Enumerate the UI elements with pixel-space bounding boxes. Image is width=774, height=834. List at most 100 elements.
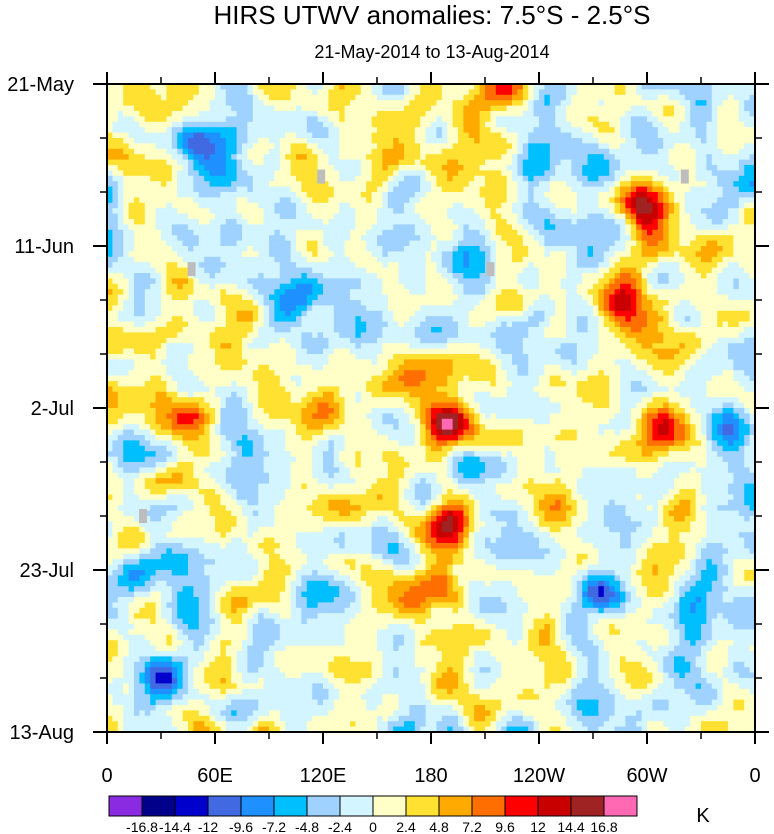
field-cell [571, 94, 578, 101]
field-cell [620, 192, 626, 198]
field-cell [528, 192, 535, 198]
field-cell [506, 208, 513, 215]
field-cell [404, 229, 410, 236]
field-cell [107, 154, 113, 161]
chart-title: HIRS UTWV anomalies: 7.5°S - 2.5°S [214, 0, 651, 30]
field-cell [204, 219, 211, 225]
field-cell [404, 175, 410, 182]
field-cell [587, 121, 594, 128]
field-cell [252, 181, 259, 188]
field-cell [474, 267, 481, 274]
field-cell [236, 116, 243, 123]
field-cell [139, 116, 146, 123]
field-cell [220, 181, 227, 188]
field-cell [204, 175, 211, 182]
field-cell [285, 283, 292, 290]
field-cell [582, 127, 589, 134]
field-cell [355, 154, 362, 161]
field-cell [198, 159, 205, 166]
field-cell [674, 127, 680, 134]
field-cell [641, 111, 648, 117]
field-cell [404, 186, 410, 193]
field-cell [722, 251, 729, 258]
field-cell [144, 305, 151, 312]
field-cell [404, 159, 410, 166]
field-cell [306, 192, 313, 198]
field-cell [258, 154, 265, 161]
field-cell [728, 273, 734, 279]
field-cell [701, 175, 707, 182]
field-cell [269, 256, 275, 263]
field-cell [593, 165, 599, 171]
field-cell [215, 127, 221, 134]
field-cell [285, 186, 292, 193]
field-cell [393, 246, 400, 252]
field-cell [695, 224, 702, 231]
field-cell [150, 256, 157, 263]
field-cell [636, 127, 643, 134]
field-cell [155, 213, 162, 220]
field-cell [269, 283, 275, 290]
field-cell [512, 154, 518, 161]
field-cell [447, 192, 454, 198]
field-cell [479, 246, 486, 252]
field-cell [360, 294, 367, 301]
field-cell [198, 267, 205, 274]
field-cell [490, 240, 497, 247]
field-cell [377, 256, 383, 263]
field-cell [706, 219, 713, 225]
field-cell [447, 251, 454, 258]
field-cell [398, 159, 405, 166]
field-cell [598, 300, 605, 306]
field-cell [333, 170, 340, 177]
field-cell [625, 175, 632, 182]
field-cell [517, 94, 524, 101]
field-cell [533, 202, 540, 209]
field-cell [711, 213, 718, 220]
field-cell [501, 251, 508, 258]
field-cell [188, 305, 194, 312]
field-cell [603, 208, 610, 215]
field-cell [636, 240, 643, 247]
field-cell [161, 246, 167, 252]
field-cell [409, 116, 416, 123]
field-cell [290, 208, 297, 215]
field-cell [609, 116, 616, 123]
field-cell [695, 175, 702, 182]
field-cell [582, 246, 589, 252]
field-cell [177, 197, 184, 204]
field-cell [679, 229, 686, 236]
field-cell [517, 127, 524, 134]
field-cell [377, 294, 383, 301]
field-cell [533, 240, 540, 247]
field-cell [512, 170, 518, 177]
field-cell [474, 132, 481, 139]
field-cell [215, 251, 221, 258]
field-cell [193, 224, 200, 231]
field-cell [182, 240, 189, 247]
field-cell [495, 186, 502, 193]
field-cell [328, 89, 335, 96]
field-cell [225, 251, 232, 258]
field-cell [485, 84, 491, 90]
field-cell [377, 300, 383, 306]
field-cell [571, 175, 578, 182]
field-cell [177, 121, 184, 128]
field-cell [301, 111, 308, 117]
field-cell [333, 159, 340, 166]
field-cell [560, 283, 567, 290]
field-cell [749, 170, 755, 177]
field-cell [722, 300, 729, 306]
field-cell [679, 138, 686, 144]
field-cell [652, 300, 659, 306]
field-cell [285, 256, 292, 263]
field-cell [614, 159, 621, 166]
field-cell [722, 267, 729, 274]
field-cell [749, 278, 755, 285]
field-cell [625, 89, 632, 96]
field-cell [355, 116, 362, 123]
field-cell [620, 197, 626, 204]
field-cell [144, 148, 151, 155]
field-cell [220, 240, 227, 247]
field-cell [112, 224, 119, 231]
